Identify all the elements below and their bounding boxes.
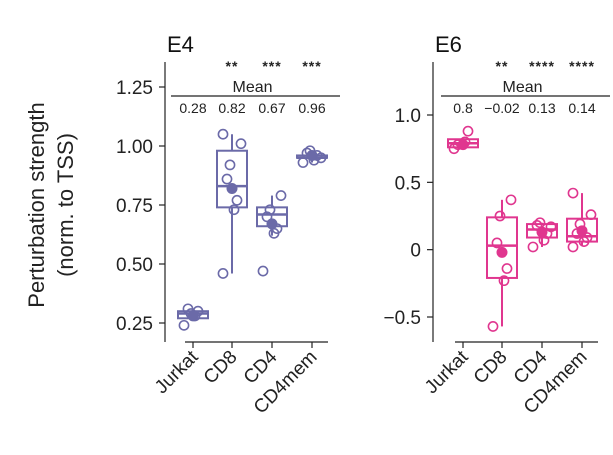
x-tick-label: Jurkat: [421, 346, 473, 398]
y-tick-label: 0: [410, 241, 421, 262]
panel-title: E6: [435, 32, 462, 57]
mean-marker: [457, 139, 469, 151]
y-axis-label-units: (norm. to TSS): [53, 133, 78, 277]
data-point: [275, 190, 287, 201]
y-tick-label: 0.25: [116, 314, 153, 335]
box-cd8: [486, 194, 518, 332]
mean-marker: [576, 225, 588, 237]
y-axis-label: Perturbation strength: [24, 102, 49, 307]
box-jurkat: [177, 303, 209, 331]
mean-value: 0.82: [218, 100, 245, 116]
data-point: [297, 157, 309, 168]
x-tick-label: Jurkat: [151, 346, 203, 398]
data-point: [545, 221, 557, 233]
box-cd4: [256, 190, 288, 277]
data-point: [491, 237, 503, 249]
data-point: [585, 209, 597, 221]
significance-stars: **: [496, 58, 509, 74]
y-tick-label: 0.5: [395, 173, 421, 194]
mean-header: Mean: [232, 79, 272, 96]
significance-stars: ***: [302, 58, 321, 74]
significance-stars: ****: [529, 58, 555, 74]
y-tick-label: 1.00: [116, 137, 153, 158]
data-point: [527, 241, 539, 253]
box-cd4mem: [296, 145, 328, 168]
data-point: [261, 211, 273, 223]
y-tick-label: 1.25: [116, 78, 153, 99]
y-tick-label: 1.0: [395, 106, 421, 127]
y-tick-label: 0.50: [116, 255, 153, 276]
data-point: [235, 138, 247, 150]
panel-title: E4: [167, 32, 194, 57]
data-point: [217, 268, 229, 279]
mean-marker: [266, 218, 278, 230]
box-cd4: [526, 217, 558, 253]
mean-marker: [187, 310, 199, 322]
data-point: [487, 321, 499, 332]
data-point: [221, 173, 233, 185]
data-point: [494, 210, 506, 222]
box-cd8: [216, 128, 248, 279]
data-point: [501, 263, 513, 274]
mean-marker: [536, 226, 548, 238]
data-point: [462, 125, 474, 137]
data-point: [567, 187, 579, 199]
significance-stars: **: [226, 58, 239, 74]
mean-value: 0.13: [528, 100, 555, 116]
data-point: [257, 265, 269, 277]
y-tick-label: 0.75: [116, 196, 153, 217]
panel-e4: E40.250.500.751.001.25JurkatCD8CD4CD4mem…: [116, 32, 340, 418]
data-point: [505, 194, 517, 206]
mean-header: Mean: [502, 79, 542, 96]
significance-stars: ***: [262, 58, 281, 74]
data-point: [217, 128, 229, 140]
x-tick-label: CD8: [200, 347, 242, 389]
mean-marker: [226, 182, 238, 194]
data-point: [264, 204, 276, 216]
mean-value: −0.02: [484, 100, 520, 116]
data-point: [228, 204, 240, 216]
box-jurkat: [447, 125, 479, 155]
data-point: [224, 159, 236, 171]
data-point: [567, 241, 579, 253]
box-cd4mem: [566, 187, 598, 253]
data-point: [231, 194, 243, 206]
data-point: [178, 319, 190, 331]
x-tick-label: CD8: [470, 347, 512, 389]
mean-value: 0.96: [298, 100, 325, 116]
mean-value: 0.14: [568, 100, 595, 116]
significance-stars: ****: [569, 58, 595, 74]
mean-marker: [496, 246, 508, 258]
mean-value: 0.28: [179, 100, 206, 116]
mean-value: 0.8: [453, 100, 473, 116]
data-point: [498, 275, 510, 287]
mean-marker: [306, 149, 318, 161]
y-tick-label: −0.5: [383, 308, 421, 329]
mean-value: 0.67: [258, 100, 285, 116]
